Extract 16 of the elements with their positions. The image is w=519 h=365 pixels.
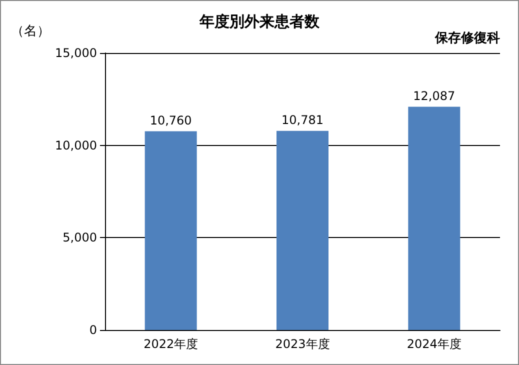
y-tick-label: 5,000 <box>62 230 97 245</box>
x-tick-label: 2022年度 <box>144 337 198 351</box>
y-axis-title: （名） <box>11 24 50 39</box>
text: 保存修復科 <box>434 31 500 46</box>
data-label: 10,781 <box>282 112 324 127</box>
chart-title: 年度別外来患者数 <box>198 12 320 30</box>
x-tick-label: 2024年度 <box>406 337 462 351</box>
bar <box>408 106 460 330</box>
bar <box>144 131 197 330</box>
y-tick-label: 10,000 <box>55 138 97 152</box>
y-tick-label: 15,000 <box>55 46 97 60</box>
data-label: 10,760 <box>150 113 192 128</box>
data-label: 12,087 <box>413 88 456 103</box>
y-tick-label: 0 <box>89 323 97 337</box>
bar <box>276 130 328 330</box>
x-tick-label: 2023年度 <box>275 337 330 351</box>
